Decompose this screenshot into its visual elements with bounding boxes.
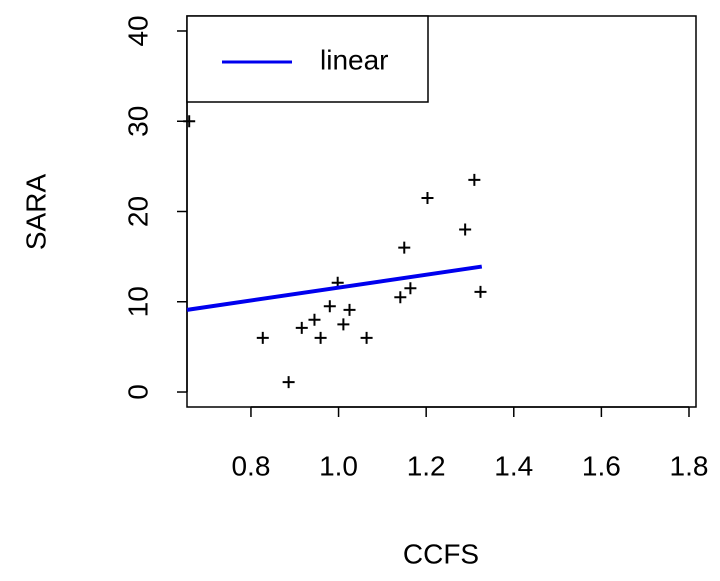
fit-line: [186, 264, 483, 312]
x-tick-label: 0.8: [231, 450, 270, 481]
y-tick-label: 20: [122, 196, 153, 227]
point: [459, 223, 472, 236]
y-tick-label: 10: [122, 286, 153, 317]
legend-label: linear: [320, 44, 388, 75]
x-tick-label: 1.4: [494, 450, 533, 481]
point: [337, 318, 350, 331]
point: [394, 291, 407, 304]
point: [295, 321, 308, 334]
x-tick-label: 1.0: [319, 450, 358, 481]
y-tick-label: 30: [122, 106, 153, 137]
x-tick-label: 1.6: [582, 450, 621, 481]
point: [398, 241, 411, 254]
x-axis-label: CCFS: [403, 538, 479, 569]
point: [468, 173, 481, 186]
y-tick-label: 0: [122, 384, 153, 400]
y-tick-label: 40: [122, 15, 153, 46]
point: [474, 285, 487, 298]
point: [343, 303, 356, 316]
point: [256, 331, 269, 344]
point: [308, 313, 321, 326]
x-tick-label: 1.2: [407, 450, 446, 481]
y-axis-label: SARA: [20, 174, 51, 251]
point: [421, 191, 434, 204]
point: [314, 331, 327, 344]
point: [360, 331, 373, 344]
point: [183, 115, 196, 128]
point: [404, 282, 417, 295]
point: [282, 376, 295, 389]
x-tick-label: 1.8: [670, 450, 709, 481]
legend-box: [186, 15, 429, 103]
point: [323, 300, 336, 313]
